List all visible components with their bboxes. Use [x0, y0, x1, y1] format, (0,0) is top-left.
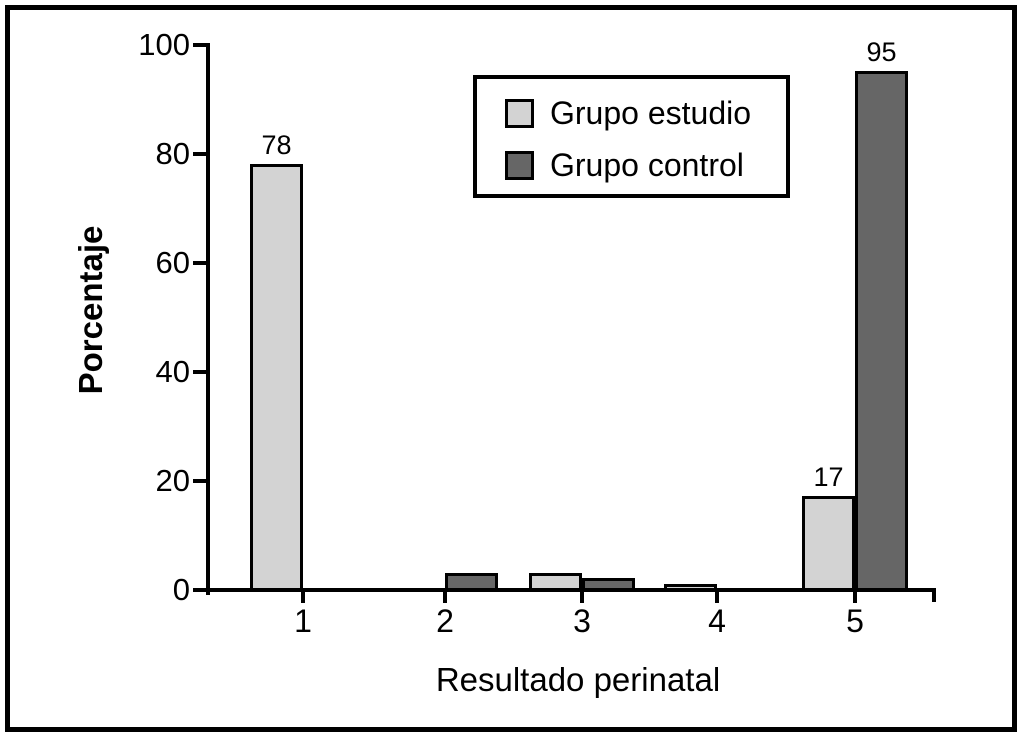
bar-value-label: 95 [866, 37, 897, 67]
x-tick [580, 590, 584, 603]
x-tick-label: 4 [708, 603, 726, 639]
bar-control-3 [582, 578, 635, 591]
bar-control-5 [855, 71, 908, 591]
y-tick [193, 152, 206, 156]
legend-item-grupo-control: Grupo control [505, 148, 786, 182]
y-tick-label: 60 [155, 245, 190, 280]
x-tick [301, 590, 305, 603]
legend-swatch-estudio-icon [505, 98, 534, 128]
bar-value-label: 17 [813, 462, 844, 492]
figure-border [5, 5, 1017, 732]
legend-label-grupo-estudio: Grupo estudio [550, 95, 752, 131]
x-tick [443, 590, 447, 603]
y-tick-label: 20 [155, 463, 190, 498]
y-tick [193, 261, 206, 265]
y-tick-label: 100 [138, 27, 190, 62]
legend-item-grupo-estudio: Grupo estudio [505, 96, 786, 130]
y-tick [193, 43, 206, 47]
y-axis-line [206, 43, 210, 595]
y-tick-label: 40 [155, 354, 190, 389]
x-tick-label: 1 [294, 603, 312, 639]
legend: Grupo estudio Grupo control [473, 75, 790, 198]
y-axis-title: Porcentaje [72, 225, 109, 395]
y-tick [193, 479, 206, 483]
x-tick [715, 590, 719, 603]
bar-control-2 [445, 573, 498, 591]
bar-estudio-5 [802, 496, 855, 591]
x-tick-label: 3 [573, 603, 591, 639]
x-axis-title: Resultado perinatal [435, 661, 721, 698]
legend-label-grupo-control: Grupo control [550, 147, 744, 183]
legend-swatch-control-icon [505, 150, 534, 180]
bar-value-label: 78 [261, 130, 292, 160]
y-tick [193, 588, 206, 592]
bar-estudio-3 [529, 573, 582, 591]
y-tick-label: 0 [172, 572, 190, 607]
y-tick-label: 80 [155, 136, 190, 171]
bar-estudio-1 [250, 164, 303, 591]
x-axis-end-tick [932, 588, 936, 602]
x-tick [853, 590, 857, 603]
y-tick [193, 370, 206, 374]
bar-estudio-4 [664, 584, 717, 591]
x-tick-label: 2 [436, 603, 454, 639]
x-tick-label: 5 [846, 603, 864, 639]
